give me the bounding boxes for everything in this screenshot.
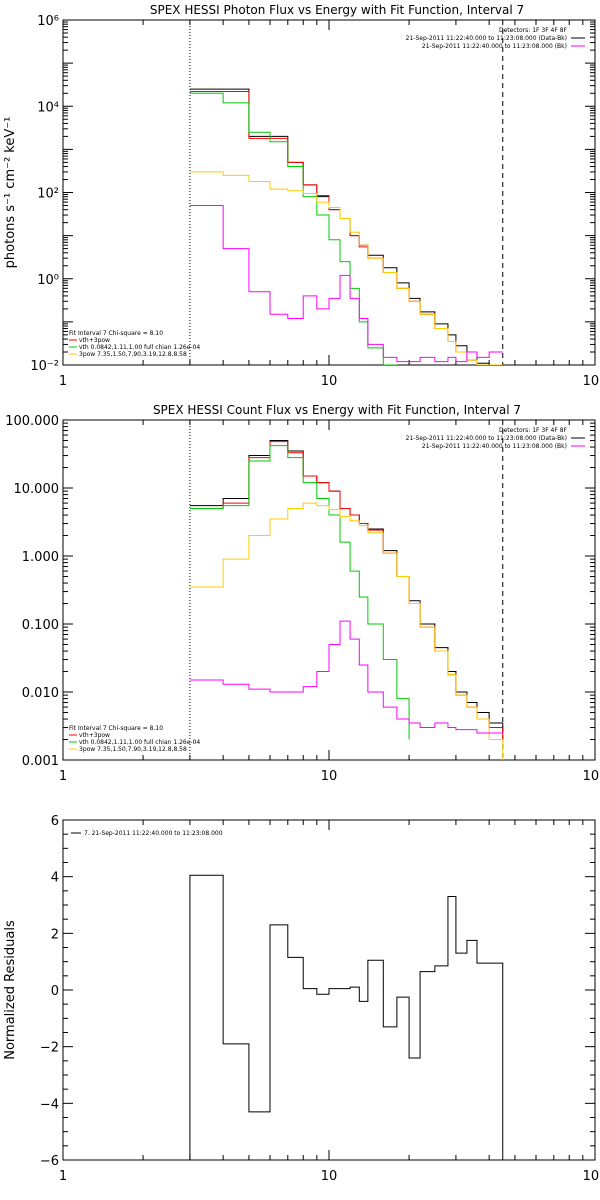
count-legend-bl-text: vth 0.0842,1.11,1.00 full chian 1.26e-04 xyxy=(79,739,200,746)
count-legend-bl-text: Fit Interval 7 Chi-square = 8.10 xyxy=(69,725,163,732)
residuals-ytick-label: 2 xyxy=(51,927,59,942)
count-chart: SPEX HESSI Count Flux vs Energy with Fit… xyxy=(5,403,600,784)
photon-series-4 xyxy=(189,204,503,363)
photon-legend-bl-text: 3pow 7.35,1.50,7.90,3.19,12.8,8.58 xyxy=(79,351,187,358)
photon-chart: SPEX HESSI Photon Flux vs Energy with Fi… xyxy=(3,3,600,389)
count-legend-bl-text: 3pow 7.35,1.50,7.90,3.19,12.8,8.58 xyxy=(79,746,187,753)
count-ytick-label: 0.001 xyxy=(22,754,59,769)
photon-xtick-label: 10 xyxy=(321,374,338,389)
count-xtick-label: 100 xyxy=(583,769,600,784)
photon-ytick-label: 10⁴ xyxy=(37,100,59,115)
photon-series-1 xyxy=(189,90,503,365)
residuals-ytick-label: 4 xyxy=(51,871,59,886)
photon-ylabel: photons s⁻¹ cm⁻² keV⁻¹ xyxy=(3,117,18,269)
count-legend-tr-text: 21-Sep-2011 11:22:40.000 to 11:23:08.000… xyxy=(422,443,567,450)
count-series-2 xyxy=(189,445,410,740)
residuals-xtick-label: 100 xyxy=(583,1169,600,1184)
count-legend-bl-text: vth+3pow xyxy=(79,732,110,739)
residuals-ylabel: Normalized Residuals xyxy=(3,920,18,1060)
photon-axes-frame xyxy=(62,19,596,366)
photon-xtick-label: 100 xyxy=(583,374,600,389)
photon-title: SPEX HESSI Photon Flux vs Energy with Fi… xyxy=(150,3,524,17)
count-series-4 xyxy=(189,620,503,734)
count-legend-tr-text: Detectors: 1F 3F 4F 8F xyxy=(499,427,568,434)
residuals-ytick-label: −2 xyxy=(40,1041,59,1056)
residuals-series-0 xyxy=(189,874,504,1160)
photon-ytick-label: 10⁻² xyxy=(30,359,59,374)
photon-series-3 xyxy=(189,171,503,365)
count-ytick-label: 1.000 xyxy=(22,550,59,565)
photon-legend-tr-text: 21-Sep-2011 11:22:40.000 to 11:23:08.000… xyxy=(422,43,567,50)
count-xtick-label: 1 xyxy=(59,769,67,784)
photon-legend-bl-text: Fit Interval 7 Chi-square = 8.10 xyxy=(69,330,163,337)
count-legend-tr-text: 21-Sep-2011 11:22:40.000 to 11:23:08.000… xyxy=(406,435,567,442)
count-series-group xyxy=(189,439,504,760)
count-ytick-label: 0.100 xyxy=(22,618,59,633)
residuals-series-group xyxy=(189,874,504,1160)
photon-legend-tr-text: Detectors: 1F 3F 4F 8F xyxy=(499,27,568,34)
count-xtick-label: 10 xyxy=(321,769,338,784)
count-axes-frame xyxy=(62,419,596,761)
photon-legend-tr-text: 21-Sep-2011 11:22:40.000 to 11:23:08.000… xyxy=(406,35,567,42)
count-series-3 xyxy=(189,502,504,760)
photon-series-group xyxy=(189,88,503,365)
count-ytick-label: 10.000 xyxy=(14,482,60,497)
photon-xtick-label: 1 xyxy=(59,374,67,389)
residuals-ytick-label: −4 xyxy=(40,1097,59,1112)
photon-legend-bl-text: vth+3pow xyxy=(79,337,110,344)
residuals-xtick-label: 1 xyxy=(59,1169,67,1184)
photon-ytick-label: 10² xyxy=(37,187,59,202)
count-title: SPEX HESSI Count Flux vs Energy with Fit… xyxy=(153,403,521,417)
residuals-chart: 1 10 100 −6 −4 −2 0 2 4 6 Normalized Residuals 7. 2… xyxy=(3,814,600,1184)
residuals-legend-tl-text: 7. 21-Sep-2011 11:22:40.000 to 11:23:08.… xyxy=(84,830,223,837)
residuals-ytick-label: −6 xyxy=(40,1154,59,1169)
photon-ytick-label: 10⁰ xyxy=(37,273,59,288)
photon-legend-bl-text: vth 0.0842,1.11,1.00 full chian 1.26e-04 xyxy=(79,344,200,351)
count-ytick-label: 100.000 xyxy=(5,414,59,429)
count-ytick-label: 0.010 xyxy=(22,686,59,701)
photon-series-0 xyxy=(189,88,503,365)
residuals-ytick-label: 6 xyxy=(51,814,59,829)
residuals-xtick-label: 10 xyxy=(321,1169,338,1184)
residuals-ytick-label: 0 xyxy=(51,984,59,999)
photon-series-2 xyxy=(189,92,397,365)
photon-ytick-label: 10⁶ xyxy=(37,14,59,29)
